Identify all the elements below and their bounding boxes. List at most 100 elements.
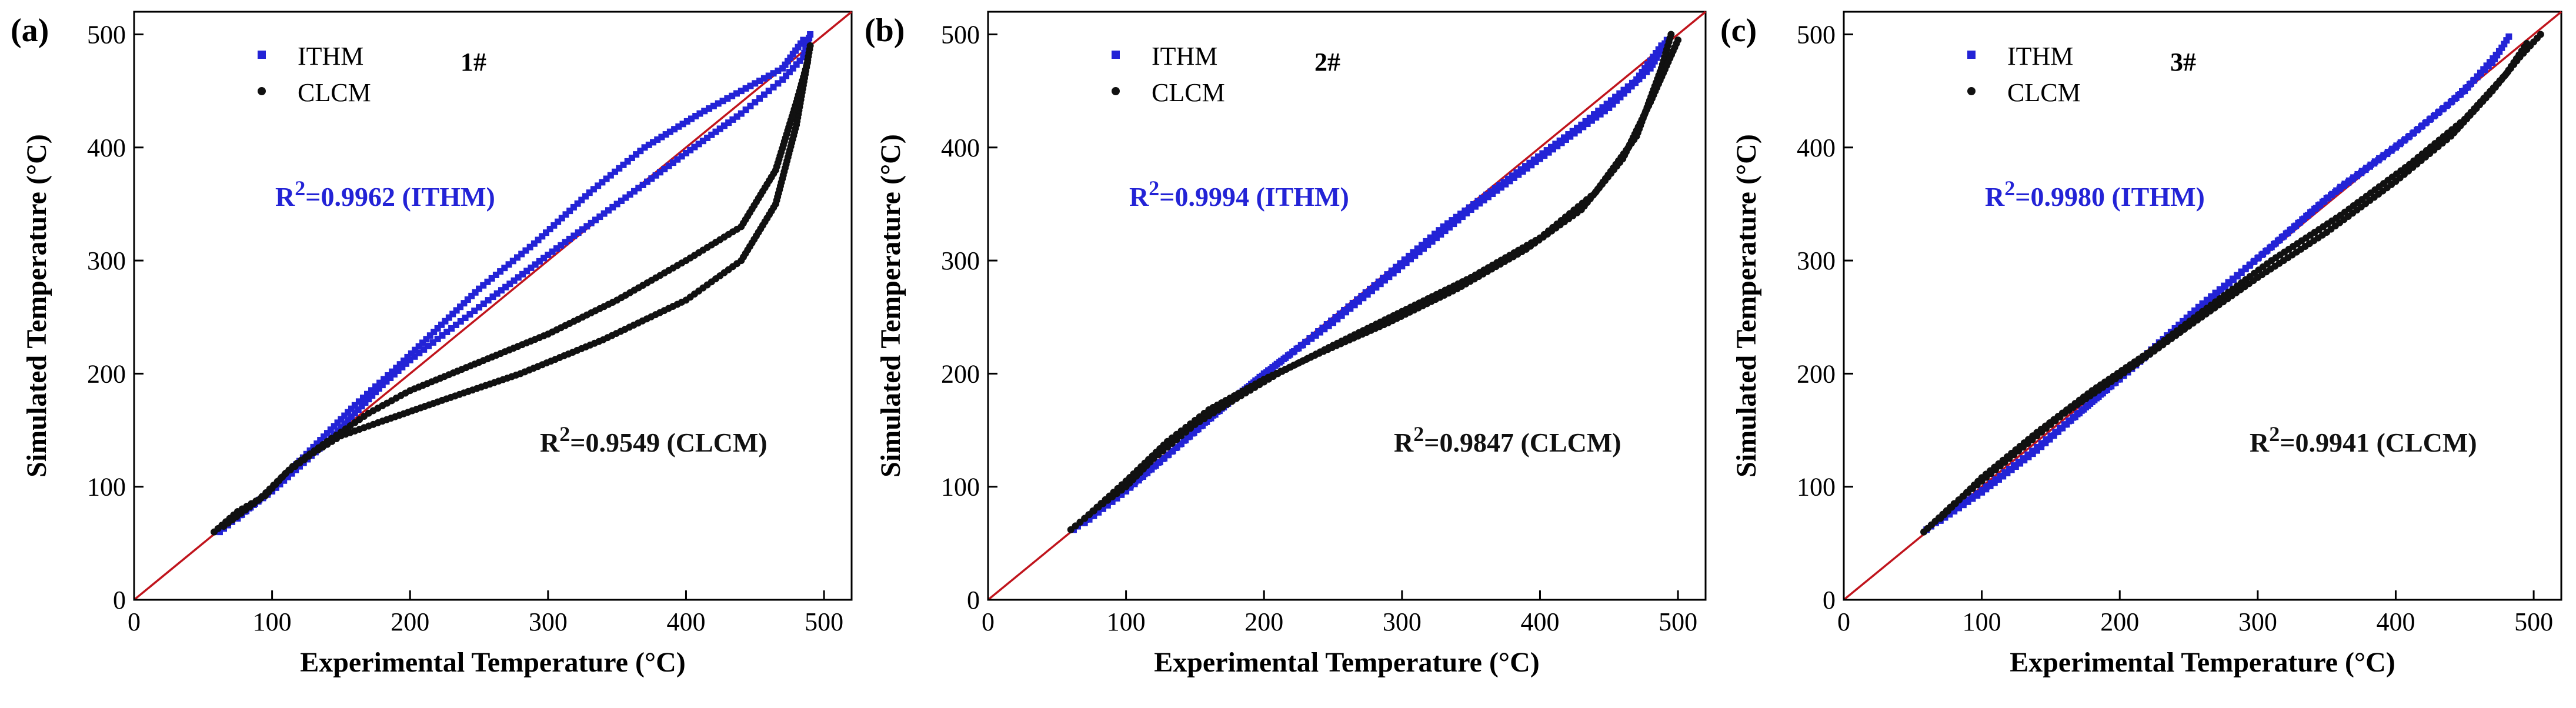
data-point-ithm xyxy=(1522,163,1529,170)
data-point-ithm xyxy=(1964,498,1971,505)
data-point-ithm xyxy=(1543,147,1550,154)
data-point-ithm xyxy=(2464,84,2471,91)
data-point-ithm xyxy=(375,385,382,392)
data-point-ithm xyxy=(2225,279,2232,286)
series-ithm xyxy=(1070,36,1670,533)
y-tick-label: 300 xyxy=(1797,246,1836,275)
legend-label-ithm: ITHM xyxy=(298,42,363,71)
data-point-ithm xyxy=(1131,480,1138,487)
data-point-ithm xyxy=(756,78,763,85)
y-tick-label: 500 xyxy=(87,20,126,49)
y-tick-label: 500 xyxy=(1797,20,1836,49)
data-point-ithm xyxy=(2199,300,2206,307)
data-point-ithm xyxy=(1446,224,1453,231)
data-point-ithm xyxy=(1152,462,1159,469)
data-point-ithm xyxy=(2251,258,2258,265)
data-point-ithm xyxy=(801,50,808,57)
data-point-ithm xyxy=(796,57,803,64)
data-point-ithm xyxy=(701,108,708,115)
data-point-ithm xyxy=(457,318,464,325)
data-point-ithm xyxy=(654,136,661,143)
r2-clcm-annotation: R2=0.9549 (CLCM) xyxy=(540,422,768,457)
data-point-ithm xyxy=(323,430,331,437)
data-point-ithm xyxy=(545,251,552,258)
data-point-ithm xyxy=(2191,307,2198,314)
data-point-ithm xyxy=(566,208,573,215)
data-point-ithm xyxy=(765,72,772,79)
legend-label-ithm: ITHM xyxy=(2007,42,2073,71)
data-point-ithm xyxy=(2337,183,2344,191)
data-point-ithm xyxy=(747,82,754,89)
data-point-ithm xyxy=(1354,296,1361,303)
data-point-ithm xyxy=(1328,317,1335,324)
data-point-ithm xyxy=(1474,198,1481,205)
data-point-ithm xyxy=(775,67,782,74)
data-point-ithm xyxy=(345,409,352,416)
data-point-ithm xyxy=(2406,133,2413,140)
data-point-ithm xyxy=(1530,156,1537,163)
data-point-ithm xyxy=(2284,229,2291,236)
data-point-ithm xyxy=(348,405,355,412)
data-point-ithm xyxy=(514,254,521,261)
data-point-ithm xyxy=(1552,141,1559,148)
data-point-ithm xyxy=(1397,260,1404,267)
data-point-ithm xyxy=(692,113,699,120)
data-point-ithm xyxy=(2276,236,2283,243)
data-point-ithm xyxy=(1427,234,1434,241)
data-point-ithm xyxy=(742,106,749,113)
data-point-ithm xyxy=(2457,91,2464,98)
data-point-ithm xyxy=(471,308,478,315)
data-point-ithm xyxy=(466,311,473,318)
data-point-ithm xyxy=(708,131,715,138)
data-point-ithm xyxy=(558,215,565,222)
data-point-ithm xyxy=(633,151,640,158)
data-point-ithm xyxy=(1081,519,1088,526)
y-tick-label: 0 xyxy=(1823,586,1836,615)
data-point-ithm xyxy=(2288,226,2295,233)
data-point-ithm xyxy=(2410,129,2417,136)
x-tick-label: 0 xyxy=(1837,607,1850,636)
data-point-ithm xyxy=(355,406,362,413)
data-point-ithm xyxy=(1358,292,1365,299)
data-point-ithm xyxy=(528,264,535,271)
data-point-ithm xyxy=(656,169,663,176)
data-point-ithm xyxy=(1412,252,1419,259)
data-point-ithm xyxy=(793,61,800,68)
data-point-ithm xyxy=(2325,194,2332,201)
data-point-ithm xyxy=(612,168,619,175)
data-point-ithm xyxy=(1517,166,1524,173)
data-point-ithm xyxy=(396,361,403,368)
data-point-ithm xyxy=(365,396,372,403)
data-point-clcm xyxy=(1674,36,1682,44)
data-point-ithm xyxy=(2313,205,2320,212)
data-point-ithm xyxy=(2088,398,2095,405)
data-point-clcm xyxy=(1667,31,1675,38)
data-point-ithm xyxy=(2012,463,2019,470)
data-point-ithm xyxy=(338,416,345,423)
data-point-ithm xyxy=(341,420,348,428)
data-point-ithm xyxy=(2505,33,2512,40)
data-point-ithm xyxy=(519,270,526,278)
data-point-ithm xyxy=(2038,440,2045,447)
data-point-ithm xyxy=(1406,252,1413,259)
data-point-ithm xyxy=(1276,359,1283,366)
data-point-ithm xyxy=(652,172,659,179)
data-point-ithm xyxy=(720,122,728,129)
data-point-ithm xyxy=(2033,447,2040,454)
data-point-ithm xyxy=(687,146,694,153)
data-point-ithm xyxy=(1267,366,1274,373)
data-point-ithm xyxy=(331,423,338,430)
data-point-ithm xyxy=(1429,238,1436,245)
data-point-ithm xyxy=(1203,418,1210,425)
data-point-ithm xyxy=(501,265,508,272)
legend-label-clcm: CLCM xyxy=(1152,78,1225,107)
data-point-ithm xyxy=(675,123,682,130)
data-point-ithm xyxy=(2350,174,2357,181)
x-tick-label: 0 xyxy=(982,607,995,636)
data-point-ithm xyxy=(792,47,799,54)
data-point-ithm xyxy=(2419,122,2426,129)
data-point-ithm xyxy=(1401,256,1408,263)
data-point-ithm xyxy=(449,310,456,318)
data-point-ithm xyxy=(729,116,736,123)
data-point-ithm xyxy=(553,245,560,252)
